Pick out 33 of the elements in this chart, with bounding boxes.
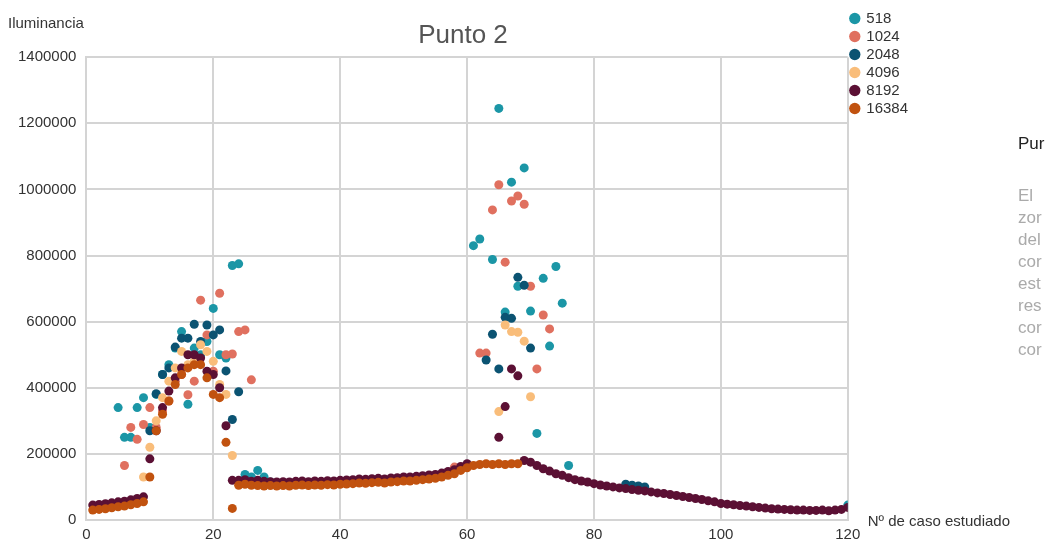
- x-tick-label: 20: [204, 525, 222, 543]
- text: zor: [1018, 207, 1043, 229]
- y-tick-label: 1000000: [17, 179, 77, 197]
- legend-label: 8192: [866, 80, 900, 98]
- legend-label: 518: [866, 8, 892, 26]
- text: cor: [1018, 251, 1043, 273]
- legend-label: 16384: [866, 98, 909, 116]
- x-axis-title: Nº de caso estudiado: [867, 512, 1011, 530]
- y-tick-label: 400000: [26, 377, 77, 395]
- x-tick-label: 80: [585, 525, 603, 543]
- y-axis-title: Iluminancia: [8, 13, 85, 31]
- x-tick-label: 0: [82, 525, 91, 543]
- text: del: [1018, 229, 1042, 251]
- text: res: [1018, 295, 1043, 317]
- y-tick-label: 1200000: [17, 113, 77, 131]
- x-tick-label: 120: [835, 525, 861, 543]
- y-tick-label: 600000: [26, 311, 77, 329]
- text: El: [1018, 185, 1035, 207]
- x-tick-label: 40: [331, 525, 349, 543]
- x-tick-label: 60: [458, 525, 476, 543]
- y-tick-label: 0: [68, 510, 77, 528]
- text: est: [1018, 273, 1042, 295]
- y-tick-label: 200000: [26, 444, 77, 462]
- text: Pur: [1018, 133, 1045, 155]
- text: cor: [1018, 339, 1043, 361]
- y-tick-label: 800000: [26, 245, 77, 263]
- text: cor: [1018, 317, 1043, 339]
- y-tick-label: 1400000: [17, 47, 77, 65]
- x-tick-label: 100: [708, 525, 734, 543]
- legend-label: 1024: [866, 26, 900, 44]
- legend-label: 4096: [866, 62, 900, 80]
- legend-label: 2048: [866, 44, 900, 62]
- chart-title: Punto 2: [418, 18, 508, 49]
